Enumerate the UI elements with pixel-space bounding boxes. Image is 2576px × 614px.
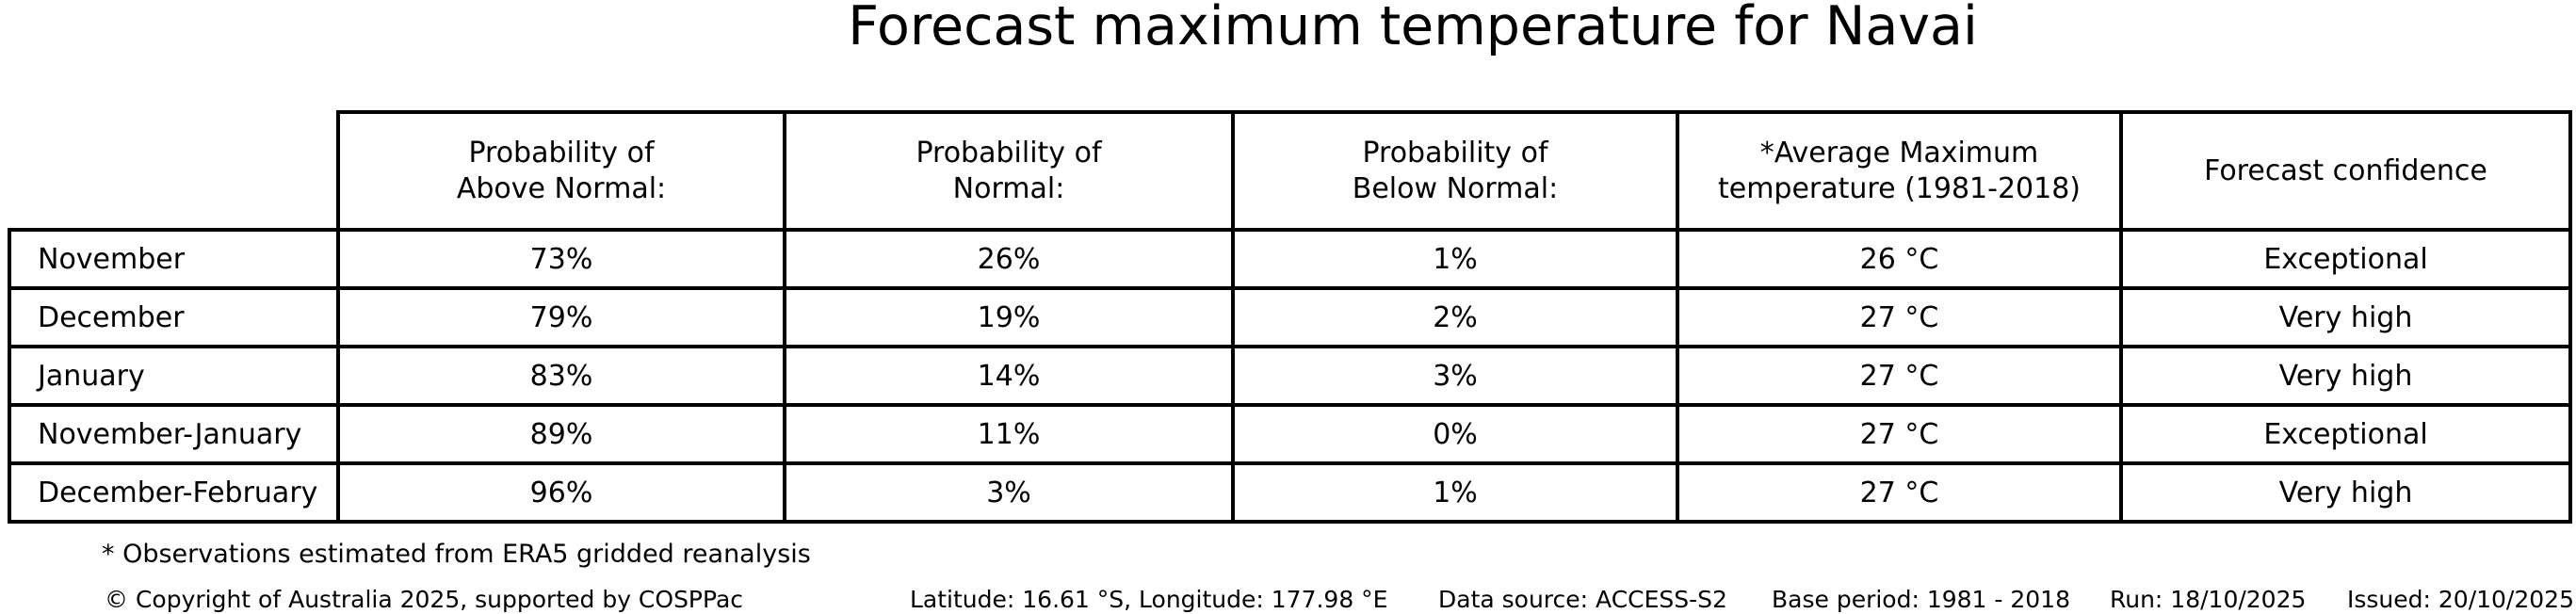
cell-prob-above: 89% <box>336 403 786 465</box>
cell-confidence: Exceptional <box>2119 403 2572 465</box>
header-line: Below Normal: <box>1352 171 1559 205</box>
cell-prob-below: 0% <box>1231 403 1679 465</box>
cell-period: December-February <box>8 461 340 524</box>
header-line: Forecast confidence <box>2204 154 2487 187</box>
cell-prob-above: 96% <box>336 461 786 524</box>
table-row-november: November 73% 26% 1% 26 °C Exceptional <box>8 228 2572 290</box>
cell-confidence: Very high <box>2119 286 2572 348</box>
cell-avg-max-temp: 27 °C <box>1676 286 2123 348</box>
cell-prob-above: 83% <box>336 345 786 407</box>
table-header-row: Probability of Above Normal: Probability… <box>9 110 2572 232</box>
table-row-december: December 79% 19% 2% 27 °C Very high <box>8 286 2572 348</box>
header-cell-prob-normal: Probability of Normal: <box>783 110 1235 232</box>
table-row-november-january: November-January 89% 11% 0% 27 °C Except… <box>8 403 2572 465</box>
table-row-january: January 83% 14% 3% 27 °C Very high <box>8 345 2572 407</box>
header-line: Probability of <box>915 136 1102 170</box>
footer-run-date: Run: 18/10/2025 <box>2110 586 2307 613</box>
cell-prob-above: 79% <box>336 286 786 348</box>
cell-period: January <box>8 345 340 407</box>
cell-confidence: Very high <box>2119 345 2572 407</box>
cell-prob-normal: 11% <box>783 403 1235 465</box>
cell-prob-normal: 3% <box>783 461 1235 524</box>
cell-prob-below: 2% <box>1231 286 1679 348</box>
footer-location: Latitude: 16.61 °S, Longitude: 177.98 °E <box>910 586 1388 613</box>
header-cell-confidence: Forecast confidence <box>2119 110 2572 232</box>
header-line: Probability of <box>1362 136 1548 170</box>
cell-prob-below: 3% <box>1231 345 1679 407</box>
header-cell-prob-above: Probability of Above Normal: <box>336 110 786 232</box>
footer-issued-date: Issued: 20/10/2025 <box>2347 586 2574 613</box>
footer-data-source: Data source: ACCESS-S2 <box>1438 586 1727 613</box>
header-cell-avg-max-temp: *Average Maximum temperature (1981-2018) <box>1676 110 2123 232</box>
cell-prob-normal: 19% <box>783 286 1235 348</box>
footnote: * Observations estimated from ERA5 gridd… <box>102 540 811 569</box>
forecast-table: Probability of Above Normal: Probability… <box>8 110 2572 524</box>
header-cell-prob-below: Probability of Below Normal: <box>1231 110 1679 232</box>
cell-confidence: Very high <box>2119 461 2572 524</box>
footer-copyright: © Copyright of Australia 2025, supported… <box>105 586 744 613</box>
cell-prob-below: 1% <box>1231 461 1679 524</box>
cell-confidence: Exceptional <box>2119 228 2572 290</box>
header-line: Normal: <box>952 171 1065 205</box>
table-row-december-february: December-February 96% 3% 1% 27 °C Very h… <box>8 461 2572 524</box>
header-cell-empty <box>9 112 338 230</box>
header-line: *Average Maximum <box>1759 136 2039 170</box>
cell-prob-normal: 26% <box>783 228 1235 290</box>
header-line: Probability of <box>468 136 655 170</box>
header-line: Above Normal: <box>456 171 667 205</box>
footer-base-period: Base period: 1981 - 2018 <box>1772 586 2070 613</box>
cell-prob-above: 73% <box>336 228 786 290</box>
cell-avg-max-temp: 27 °C <box>1676 403 2123 465</box>
cell-period: December <box>8 286 340 348</box>
cell-period: November-January <box>8 403 340 465</box>
cell-avg-max-temp: 27 °C <box>1676 345 2123 407</box>
cell-period: November <box>8 228 340 290</box>
cell-avg-max-temp: 26 °C <box>1676 228 2123 290</box>
cell-avg-max-temp: 27 °C <box>1676 461 2123 524</box>
figure-title: Forecast maximum temperature for Navai <box>848 0 1978 57</box>
cell-prob-normal: 14% <box>783 345 1235 407</box>
header-line: temperature (1981-2018) <box>1717 171 2082 205</box>
cell-prob-below: 1% <box>1231 228 1679 290</box>
